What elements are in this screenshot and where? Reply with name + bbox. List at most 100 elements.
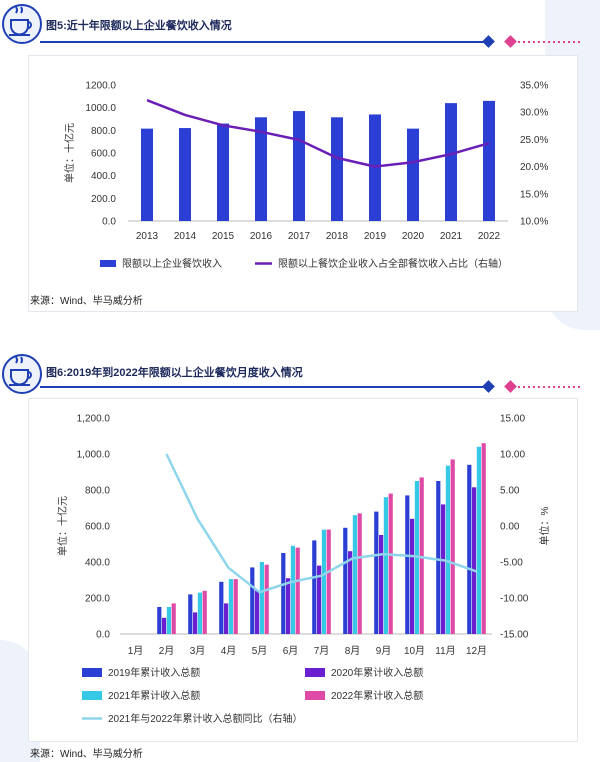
x-tick-label: 2016 [250,231,273,242]
legend-label-line: 限额以上餐饮企业收入占全部餐饮收入占比（右轴） [278,257,508,270]
bar-2020 [317,565,322,634]
figure5-title: 图5:近十年限额以上企业餐饮收入情况 [46,20,232,32]
bar-revenue [407,128,419,221]
y-tick-label: 600.0 [85,522,110,533]
bar-revenue [217,123,229,221]
header-diamond-blue-5 [482,35,495,48]
bar-2019 [343,527,348,634]
coffee-cup-icon [9,356,32,386]
legend-swatch-bar [100,260,116,267]
x-tick-label: 7月 [314,645,330,657]
y-tick-label: 400.0 [91,171,116,182]
bar-2022 [419,477,424,634]
bar-2019 [219,581,224,634]
figure5-source: 来源：Wind、毕马威分析 [30,296,143,307]
legend-2019-label: 2019年累计收入总额 [108,666,200,679]
bar-2021 [321,529,326,634]
x-tick-label: 11月 [435,645,455,657]
y-axis-label: 单位：十亿元 [56,496,69,556]
bar-2021 [166,607,171,634]
figure6-chart: 0.0 200.0 400.0 600.0 800.0 1,000.0 1,200.0 -15… [56,414,551,726]
bar-2021 [290,545,295,634]
y-tick-label: 800.0 [91,126,116,137]
figure5-header [2,4,580,48]
bar-2020 [255,590,260,634]
header-diamond-pink-5 [504,35,517,48]
line-yoy [165,453,477,594]
bar-revenue [179,128,191,221]
x-tick-label: 2013 [136,231,159,242]
bar-2022 [450,459,455,634]
y-tick-label: 1000.0 [85,103,116,114]
bar-2019 [436,481,441,634]
legend-yoy-label: 2021年与2022年累计收入总额同比（右轴） [108,712,303,725]
bar-2021 [383,497,388,634]
bar-2020 [162,617,167,634]
bar-2021 [352,515,357,634]
legend-2020-label: 2020年累计收入总额 [331,666,423,679]
figure5-chart: 0.0 200.0 400.0 600.0 800.0 1000.0 1200.0 10.0%… [63,81,548,271]
cup-badge-5 [2,4,42,44]
y-tick-label: 1,000.0 [77,450,111,461]
x-tick-label: 2014 [174,231,197,242]
y2-tick-label: 30.0% [520,108,548,119]
bar-revenue [483,100,495,221]
y-tick-label: 400.0 [85,558,110,569]
bar-2020 [348,551,353,634]
line-share [146,99,490,168]
y2-tick-label: 25.0% [520,135,548,146]
coffee-cup-icon [9,6,32,36]
y-tick-label: 800.0 [85,486,110,497]
y2-tick-label: 15.0% [520,189,548,200]
y2-tick-label: -5.00 [500,558,523,569]
bar-2019 [250,567,255,634]
header-diamond-pink-6 [504,380,517,393]
bar-2022 [233,579,238,634]
bar-2022 [357,513,362,634]
y-tick-label: 0.0 [96,630,110,641]
x-tick-label: 2020 [402,231,425,242]
bar-revenue [331,117,343,221]
bar-2022 [388,493,393,634]
y-tick-label: 1200.0 [85,81,116,92]
x-tick-label: 6月 [283,645,299,657]
x-tick-label: 10月 [404,645,425,657]
bar-revenue [293,111,305,221]
legend-2022-label: 2022年累计收入总额 [331,689,423,702]
y2-tick-label: -15.00 [500,630,529,641]
x-tick-label: 2021 [440,231,463,242]
bar-2020 [441,504,446,634]
y2-tick-label: 0.00 [500,522,520,533]
x-tick-label: 2022 [478,231,501,242]
bar-2021 [259,562,264,634]
x-tick-label: 1月 [128,645,144,657]
figure6-title: 图6:2019年到2022年限额以上企业餐饮月度收入情况 [46,367,303,379]
y2-tick-label: -10.00 [500,594,529,605]
bar-2020 [286,578,291,634]
bar-2022 [202,590,207,634]
y2-axis-label: 单位：% [538,506,551,545]
y-tick-label: 1,200.0 [77,414,111,425]
x-tick-label: 2015 [212,231,235,242]
bar-2022 [171,603,176,634]
header-diamond-blue-6 [482,380,495,393]
legend-2021-swatch [82,691,102,700]
bar-2021 [476,446,481,634]
y2-tick-label: 10.0% [520,217,548,228]
figure6-source: 来源：Wind、毕马威分析 [30,749,143,760]
legend-2019-swatch [82,668,102,677]
bar-2020 [379,535,384,634]
y-axis-label: 单位：十亿元 [63,123,76,183]
bar-2019 [157,607,162,634]
x-tick-label: 3月 [190,645,206,657]
bar-2019 [374,511,379,634]
bar-2019 [281,553,286,634]
bar-2019 [405,495,410,634]
y2-tick-label: 35.0% [520,81,548,92]
bar-2022 [295,547,300,634]
figure6-panel [28,398,578,742]
bar-2019 [188,594,193,634]
bar-2022 [326,529,331,634]
y-tick-label: 0.0 [102,217,116,228]
bar-2020 [224,603,229,634]
